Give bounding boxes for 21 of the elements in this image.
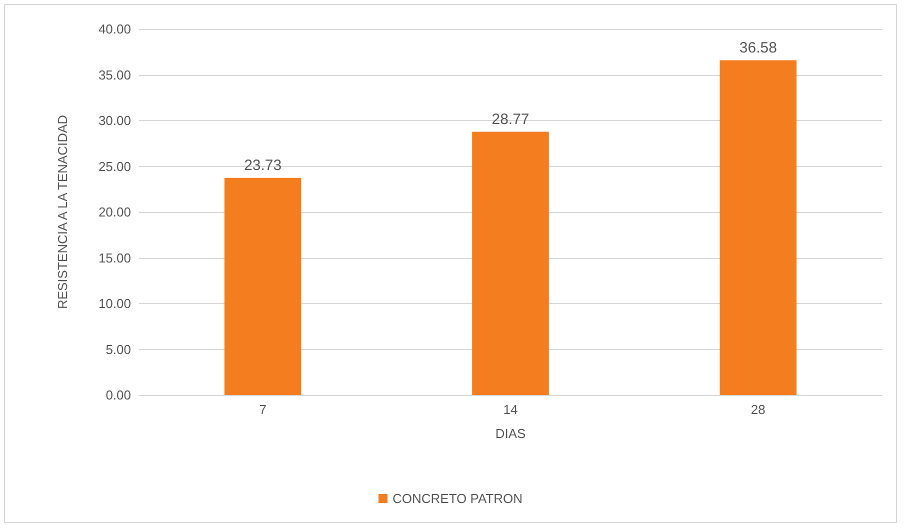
y-tick-label: 15.00 (98, 250, 131, 266)
bar (720, 60, 797, 395)
x-tick-label: 28 (750, 402, 766, 417)
y-tick-label: 35.00 (98, 67, 131, 82)
y-tick-label: 40.00 (98, 22, 131, 36)
bar (472, 132, 549, 395)
y-tick-label: 30.00 (98, 113, 131, 128)
y-axis-title: RESISTENCIA A LA TENACIDAD (55, 114, 70, 310)
x-tick-label: 14 (503, 402, 518, 417)
x-axis-title: DIAS (495, 426, 526, 441)
x-tick-label: 7 (259, 402, 266, 417)
y-tick-label: 20.00 (98, 204, 131, 220)
data-label: 28.77 (492, 110, 530, 128)
y-tick-label: 5.00 (106, 342, 131, 357)
legend-label: CONCRETO PATRON (392, 491, 523, 506)
data-label: 23.73 (244, 156, 282, 174)
y-tick-label: 0.00 (106, 388, 131, 402)
y-tick-label: 10.00 (98, 296, 131, 311)
data-label: 36.58 (739, 39, 777, 56)
y-tick-label: 25.00 (98, 158, 131, 174)
bar (224, 178, 302, 395)
